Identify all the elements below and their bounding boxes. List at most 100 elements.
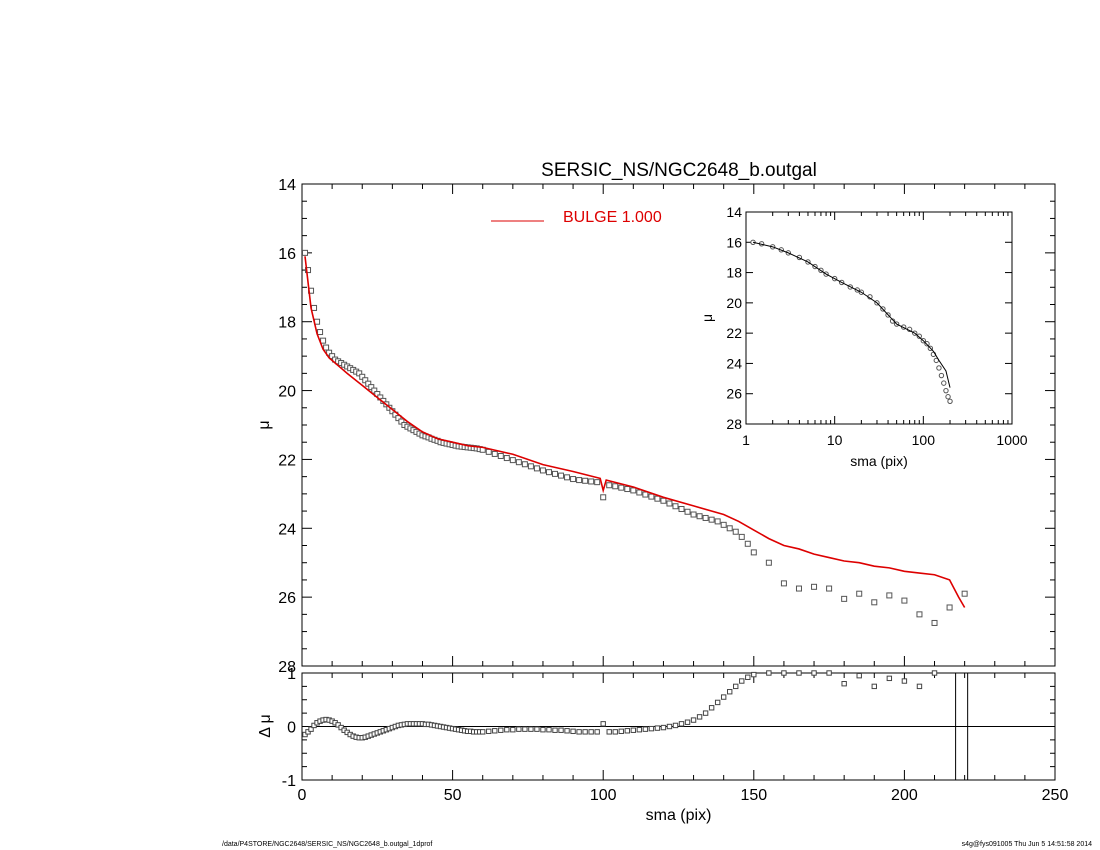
- data-point: [726, 525, 733, 532]
- main-y-axis-label: μ: [256, 420, 273, 429]
- y-tick-label: 26: [278, 590, 296, 607]
- x-tick-label: 100: [912, 432, 936, 448]
- data-point: [738, 533, 745, 540]
- data-point: [356, 370, 363, 377]
- data-point: [539, 467, 546, 474]
- x-tick-label: 0: [298, 787, 307, 804]
- residual-point: [480, 729, 486, 735]
- y-tick-label: 28: [278, 659, 296, 676]
- residual-point: [826, 670, 832, 676]
- residual-point: [733, 683, 739, 690]
- chart-title: SERSIC_NS/NGC2648_b.outgal: [541, 160, 817, 181]
- residual-point: [766, 670, 772, 676]
- residual-point: [576, 729, 582, 735]
- residual-point: [486, 728, 492, 735]
- data-point: [720, 521, 727, 528]
- data-point: [365, 380, 372, 387]
- y-tick-label: 22: [278, 452, 296, 469]
- data-point: [552, 470, 559, 477]
- data-point: [485, 448, 492, 455]
- data-point: [320, 337, 327, 344]
- plot-frame: [745, 211, 1013, 425]
- data-point: [398, 418, 405, 425]
- residual-point: [516, 726, 522, 732]
- residual-point: [552, 727, 558, 733]
- data-point: [901, 597, 908, 604]
- data-point: [533, 465, 540, 472]
- residual-point: [308, 726, 314, 732]
- x-tick-label: 1000: [996, 432, 1027, 448]
- y-tick-label: 0: [287, 720, 296, 737]
- data-point: [600, 494, 607, 501]
- residual-point: [594, 729, 600, 735]
- data-point: [371, 387, 378, 394]
- data-point: [660, 497, 667, 504]
- data-point: [624, 486, 631, 493]
- data-point: [841, 595, 848, 602]
- x-tick-label: 50: [444, 787, 462, 804]
- residual-point: [811, 670, 817, 676]
- data-point: [515, 459, 522, 466]
- residual-point: [588, 729, 594, 735]
- residual-point: [684, 719, 691, 725]
- residual-point: [648, 725, 655, 732]
- y-tick-label: 26: [726, 386, 742, 402]
- footer-user-timestamp: s4g@fys091005 Thu Jun 5 14:51:58 2014: [961, 841, 1092, 848]
- y-tick-label: 20: [726, 295, 742, 311]
- y-tick-label: 14: [726, 204, 742, 220]
- data-point: [323, 344, 330, 351]
- bulge-model-line: [304, 256, 966, 608]
- residual-point: [708, 705, 715, 711]
- residual-point: [522, 726, 528, 732]
- residual-point: [624, 728, 630, 734]
- y-tick-label: 28: [726, 416, 742, 432]
- data-point: [666, 500, 673, 507]
- data-point: [311, 304, 318, 311]
- residual-point: [666, 723, 673, 730]
- data-point: [359, 373, 366, 380]
- residual-point: [745, 674, 751, 680]
- residual-point: [492, 728, 498, 734]
- residual-point: [702, 710, 709, 716]
- residual-point: [660, 724, 667, 731]
- data-point: [678, 506, 685, 513]
- data-point: [744, 540, 751, 547]
- residual-point: [672, 722, 679, 729]
- y-tick-label: 24: [726, 355, 742, 371]
- residual-point: [606, 729, 612, 735]
- y-tick-label: 16: [278, 246, 296, 263]
- residual-point: [630, 727, 637, 733]
- residual-point: [504, 727, 510, 733]
- data-point: [594, 479, 601, 486]
- data-point: [732, 528, 739, 535]
- data-point: [780, 580, 787, 587]
- data-point: [317, 329, 324, 336]
- data-point: [395, 415, 402, 422]
- data-point: [329, 353, 336, 360]
- data-point: [702, 514, 709, 521]
- residual-point: [690, 717, 697, 723]
- data-point: [545, 469, 552, 476]
- inset-background: [746, 212, 1012, 424]
- data-point: [684, 508, 691, 515]
- residual-point: [781, 670, 787, 676]
- y-tick-label: 18: [726, 265, 742, 281]
- footer-file-path: /data/P4STORE/NGC2648/SERSIC_NS/NGC2648_…: [222, 841, 433, 848]
- data-point: [945, 394, 951, 400]
- data-point: [648, 493, 655, 500]
- data-point: [362, 377, 369, 384]
- data-point: [750, 549, 757, 556]
- data-point: [765, 559, 772, 566]
- data-point: [811, 583, 818, 590]
- residual-point: [534, 726, 540, 732]
- data-point: [588, 478, 595, 485]
- inset-model-line: [752, 241, 951, 388]
- data-point: [576, 477, 583, 484]
- residual-point: [564, 728, 570, 734]
- residual-point: [714, 699, 721, 706]
- y-tick-label: -1: [282, 773, 296, 790]
- y-tick-label: 14: [278, 177, 296, 194]
- x-tick-label: 250: [1042, 787, 1069, 804]
- data-point: [558, 472, 565, 479]
